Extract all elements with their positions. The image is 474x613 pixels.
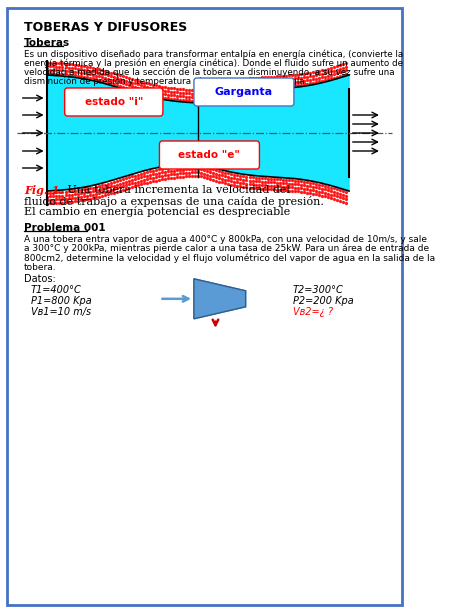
- Text: Garganta: Garganta: [215, 87, 273, 97]
- Text: Toberas: Toberas: [24, 38, 70, 48]
- Text: TOBERAS Y DIFUSORES: TOBERAS Y DIFUSORES: [24, 21, 187, 34]
- Text: A una tobera entra vapor de agua a 400°C y 800kPa, con una velocidad de 10m/s, y: A una tobera entra vapor de agua a 400°C…: [24, 235, 427, 244]
- FancyBboxPatch shape: [64, 88, 163, 116]
- Text: tobera.: tobera.: [24, 262, 57, 272]
- Text: Una tobera incrementa la velocidad del: Una tobera incrementa la velocidad del: [64, 185, 290, 195]
- Text: estado "i": estado "i": [84, 97, 143, 107]
- FancyBboxPatch shape: [194, 78, 294, 106]
- Text: estado "e": estado "e": [179, 150, 240, 160]
- Polygon shape: [194, 279, 246, 319]
- FancyBboxPatch shape: [7, 8, 401, 605]
- Text: Problema 001: Problema 001: [24, 223, 106, 233]
- Text: El cambio en energía potencial es despreciable: El cambio en energía potencial es despre…: [24, 206, 291, 217]
- Text: fluido de trabajo a expensas de una caída de presión.: fluido de trabajo a expensas de una caíd…: [24, 196, 324, 207]
- Text: T1=400°C: T1=400°C: [31, 285, 82, 295]
- Text: Datos:: Datos:: [24, 274, 56, 284]
- Text: a 300°C y 200kPa, mientras pierde calor a una tasa de 25kW. Para un área de entr: a 300°C y 200kPa, mientras pierde calor …: [24, 244, 429, 253]
- Text: Fig. 1.: Fig. 1.: [24, 185, 64, 196]
- Text: P2=200 Kpa: P2=200 Kpa: [293, 296, 354, 306]
- Text: Es un dispositivo diseñado para transformar entalpía en energía cinética, (convi: Es un dispositivo diseñado para transfor…: [24, 49, 403, 58]
- Text: energía térmica y la presión en energía cinética). Donde el fluido sufre un aume: energía térmica y la presión en energía …: [24, 58, 403, 67]
- Text: velocidad a medida que la sección de la tobera va disminuyendo, a su vez sufre u: velocidad a medida que la sección de la …: [24, 67, 395, 77]
- Text: P1=800 Kpa: P1=800 Kpa: [31, 296, 92, 306]
- Text: 800cm2, determine la velocidad y el flujo volumétrico del vapor de agua en la sa: 800cm2, determine la velocidad y el fluj…: [24, 253, 435, 263]
- Text: Vʙ2=¿ ?: Vʙ2=¿ ?: [293, 306, 333, 317]
- Text: Vʙ1=10 m/s: Vʙ1=10 m/s: [31, 306, 91, 317]
- FancyBboxPatch shape: [159, 141, 259, 169]
- Text: disminución de presión y temperatura al conservarse la energía.: disminución de presión y temperatura al …: [24, 77, 307, 86]
- Polygon shape: [47, 75, 349, 191]
- Text: T2=300°C: T2=300°C: [293, 285, 344, 295]
